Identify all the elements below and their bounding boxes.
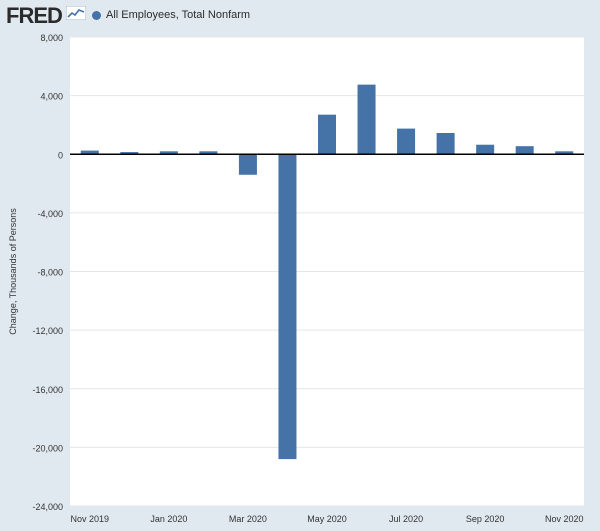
chart-header: FRED All Employees, Total Nonfarm	[0, 0, 600, 34]
y-tick-label: -16,000	[32, 385, 63, 395]
y-tick-label: 4,000	[40, 92, 63, 102]
x-tick-label: May 2020	[307, 514, 347, 524]
y-tick-label: -20,000	[32, 443, 63, 453]
bar	[476, 144, 495, 155]
x-tick-label: Jul 2020	[389, 514, 423, 524]
bar	[436, 132, 455, 155]
x-tick-label: Mar 2020	[229, 514, 267, 524]
bar	[80, 150, 99, 155]
y-tick-label: -12,000	[32, 326, 63, 336]
x-tick-label: Sep 2020	[466, 514, 505, 524]
bar	[238, 154, 257, 175]
fred-logo[interactable]: FRED	[6, 3, 63, 28]
line-chart-icon	[66, 6, 86, 20]
legend[interactable]: All Employees, Total Nonfarm	[92, 9, 250, 21]
bar	[515, 146, 534, 155]
bar	[120, 152, 139, 155]
y-tick-label: 0	[58, 150, 63, 160]
bar	[199, 151, 218, 155]
y-tick-label: 8,000	[40, 33, 63, 43]
legend-label: All Employees, Total Nonfarm	[106, 9, 251, 21]
legend-marker	[92, 10, 101, 20]
y-tick-label: -4,000	[37, 209, 63, 219]
bar	[278, 154, 297, 460]
y-tick-label: -8,000	[37, 268, 63, 278]
x-tick-label: Nov 2020	[545, 514, 584, 524]
y-axis-label: Change, Thousands of Persons	[8, 208, 18, 335]
x-tick-label: Nov 2019	[71, 514, 110, 524]
bar	[318, 114, 336, 155]
y-tick-label: -24,000	[32, 502, 63, 512]
bar	[357, 84, 376, 155]
bar	[397, 128, 416, 155]
bar	[159, 151, 178, 155]
x-tick-label: Jan 2020	[150, 514, 187, 524]
bar	[555, 151, 574, 155]
